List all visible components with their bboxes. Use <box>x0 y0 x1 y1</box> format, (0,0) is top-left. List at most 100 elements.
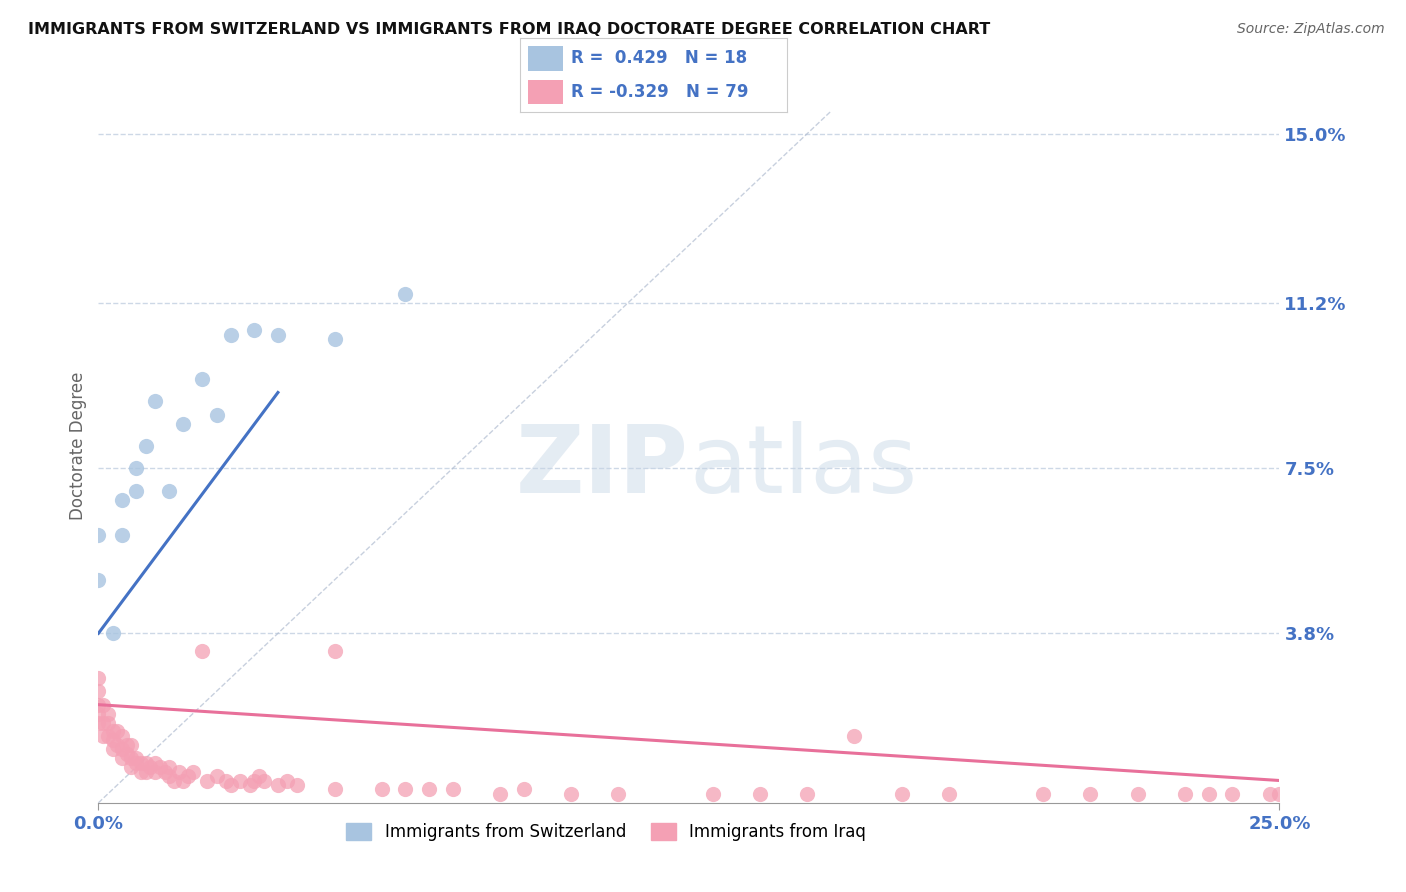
Point <box>101 724 124 739</box>
Text: ZIP: ZIP <box>516 421 689 514</box>
Point <box>87 684 110 698</box>
Y-axis label: Doctorate Degree: Doctorate Degree <box>69 372 87 520</box>
Point <box>87 706 110 721</box>
Point <box>87 671 110 685</box>
Point <box>115 747 138 761</box>
Point <box>323 332 346 346</box>
Point <box>890 787 912 801</box>
Point <box>285 778 308 792</box>
Point <box>181 764 204 779</box>
Point <box>139 760 162 774</box>
Point <box>143 756 166 770</box>
Point <box>1080 787 1102 801</box>
Point <box>172 773 194 788</box>
Point <box>157 483 180 498</box>
Bar <box>529 80 562 104</box>
Point <box>394 287 416 301</box>
Point <box>135 756 157 770</box>
Point <box>489 787 512 801</box>
Point <box>111 751 134 765</box>
Point <box>121 760 143 774</box>
Point <box>371 782 394 797</box>
Point <box>796 787 818 801</box>
Text: Source: ZipAtlas.com: Source: ZipAtlas.com <box>1237 22 1385 37</box>
Point <box>87 528 110 542</box>
Point <box>267 327 290 342</box>
Point <box>1220 787 1243 801</box>
Point <box>215 773 238 788</box>
Point <box>111 729 134 743</box>
Text: R = -0.329   N = 79: R = -0.329 N = 79 <box>571 83 748 101</box>
Point <box>938 787 960 801</box>
Point <box>267 778 290 792</box>
Point <box>748 787 770 801</box>
Point <box>157 769 180 783</box>
Point <box>1268 787 1291 801</box>
Point <box>243 323 266 337</box>
Point <box>607 787 630 801</box>
Point <box>111 492 134 507</box>
Point <box>97 715 120 730</box>
Point <box>87 573 110 587</box>
Point <box>101 742 124 756</box>
Point <box>101 626 124 640</box>
Point <box>394 782 416 797</box>
Point <box>91 698 114 712</box>
Point <box>125 751 148 765</box>
Point <box>191 372 214 386</box>
Point <box>243 773 266 788</box>
Point <box>129 756 152 770</box>
Point <box>121 751 143 765</box>
Point <box>177 769 200 783</box>
Text: atlas: atlas <box>689 421 917 514</box>
Point <box>323 782 346 797</box>
Point <box>97 706 120 721</box>
Point <box>91 729 114 743</box>
Point <box>125 756 148 770</box>
Point <box>418 782 440 797</box>
Point <box>195 773 218 788</box>
Point <box>276 773 298 788</box>
Point <box>157 760 180 774</box>
Point <box>135 764 157 779</box>
Point <box>844 729 866 743</box>
Point <box>115 738 138 752</box>
Point <box>87 715 110 730</box>
Point <box>512 782 534 797</box>
Point <box>247 769 270 783</box>
Point <box>105 738 128 752</box>
Point <box>101 733 124 747</box>
Point <box>239 778 262 792</box>
Point <box>1174 787 1197 801</box>
Point <box>149 760 172 774</box>
Point <box>1258 787 1281 801</box>
Point <box>1032 787 1054 801</box>
Point <box>125 483 148 498</box>
Point <box>105 724 128 739</box>
Point <box>560 787 582 801</box>
Point <box>153 764 176 779</box>
Point <box>97 729 120 743</box>
Point <box>441 782 464 797</box>
Point <box>121 738 143 752</box>
Point <box>219 327 242 342</box>
Point <box>111 528 134 542</box>
Point <box>323 644 346 658</box>
Point <box>111 742 134 756</box>
Point <box>163 773 186 788</box>
Point <box>91 715 114 730</box>
Point <box>253 773 276 788</box>
Point <box>143 764 166 779</box>
Point <box>702 787 724 801</box>
Point <box>191 644 214 658</box>
Point <box>125 461 148 475</box>
Point <box>87 698 110 712</box>
Point <box>129 764 152 779</box>
Point <box>205 769 228 783</box>
Legend: Immigrants from Switzerland, Immigrants from Iraq: Immigrants from Switzerland, Immigrants … <box>340 816 873 848</box>
Point <box>1126 787 1149 801</box>
Bar <box>529 46 562 70</box>
Point <box>205 408 228 422</box>
Point <box>143 394 166 409</box>
Point <box>172 417 194 431</box>
